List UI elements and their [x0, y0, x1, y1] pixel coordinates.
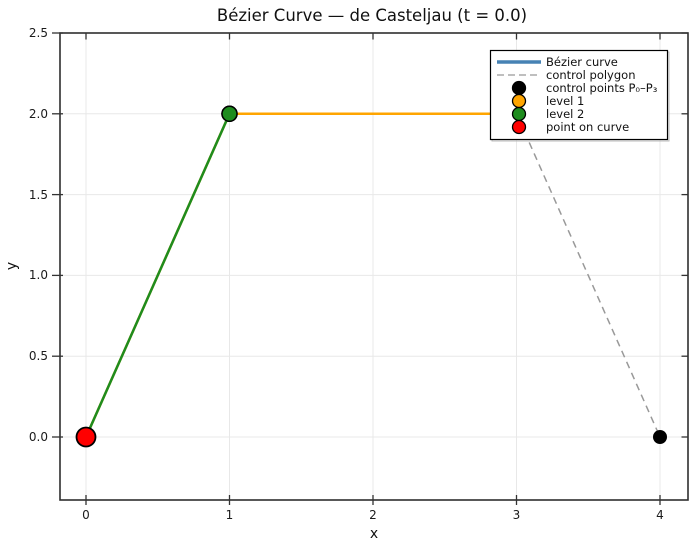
y-tick-label-2: 1.0: [29, 268, 48, 282]
plot-frame: [59, 32, 689, 501]
control-points-marker-3: [653, 430, 667, 444]
point-on-curve-marker-0: [75, 426, 97, 448]
legend-sample-control-points-marker: [511, 80, 527, 96]
legend-label-control-polygon: control polygon: [546, 68, 635, 82]
x-axis-label: x: [370, 526, 378, 542]
legend: Bézier curve control polygon control poi…: [489, 49, 670, 142]
x-tick-label-3: 3: [513, 508, 521, 522]
y-tick-label-1: 0.5: [29, 349, 48, 363]
y-axis-label: y: [4, 262, 20, 270]
y-tick-label-4: 2.0: [29, 107, 48, 121]
legend-label-level-1: level 1: [546, 94, 584, 108]
y-tick-label-0: 0.0: [29, 430, 48, 444]
y-tick-label-5: 2.5: [29, 26, 48, 40]
tick-marks: [52, 32, 688, 505]
legend-sample-point-on-curve-marker: [511, 119, 527, 135]
chart-title: Bézier Curve — de Casteljau (t = 0.0): [217, 6, 527, 25]
x-tick-label-0: 0: [82, 508, 90, 522]
level-2-line: [84, 113, 231, 438]
legend-label-level-2: level 2: [546, 107, 584, 121]
legend-label-point-on-curve: point on curve: [546, 120, 629, 134]
x-tick-label-2: 2: [369, 508, 377, 522]
legend-label-control-points: control points P₀–P₃: [546, 81, 658, 95]
x-tick-label-4: 4: [656, 508, 664, 522]
y-tick-label-3: 1.5: [29, 188, 48, 202]
legend-sample-level-1-marker: [511, 93, 527, 109]
level-2-marker-1: [221, 105, 238, 123]
legend-label-bezier-curve: Bézier curve: [546, 55, 618, 69]
x-tick-label-1: 1: [226, 508, 234, 522]
legend-sample-level-2-marker: [511, 106, 527, 122]
